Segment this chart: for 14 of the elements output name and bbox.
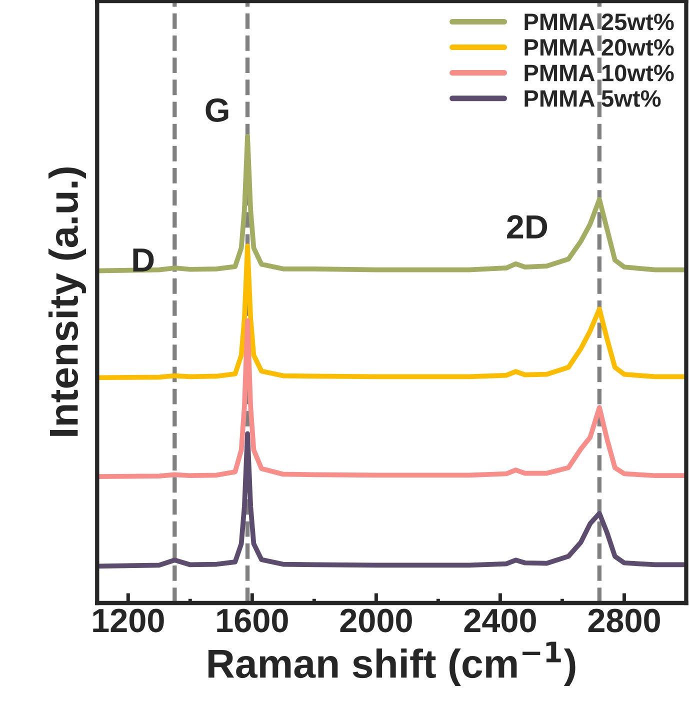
annotation: 2D — [507, 215, 548, 238]
x-tick-label: 1600 — [217, 608, 288, 632]
x-tick-label: 2400 — [464, 608, 536, 632]
x-tick-label: 1200 — [93, 608, 164, 632]
y-axis-title: Intensity (a.u.) — [48, 168, 86, 436]
legend-label: PMMA 20wt% — [524, 39, 674, 56]
annotation: D — [133, 248, 154, 272]
legend-label: PMMA 10wt% — [524, 64, 674, 82]
legend-label: PMMA 25wt% — [524, 14, 674, 30]
x-tick-label: 2000 — [340, 608, 412, 632]
legend-label: PMMA 5wt% — [524, 90, 661, 107]
x-tick-label: 2800 — [588, 608, 660, 632]
text: G — [206, 98, 228, 122]
x-axis-title: Raman shift (cm$^{−1}$) — [208, 642, 576, 686]
